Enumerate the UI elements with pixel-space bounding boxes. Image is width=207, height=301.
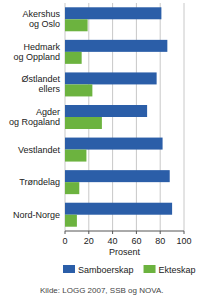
bar [65,117,102,129]
tick-label: 60 [131,236,141,246]
legend-swatch [144,265,156,273]
category-label-line: og Rogaland [9,117,60,127]
source: Kilde: LOGG 2007, SSB og NOVA. [40,286,163,295]
category-label: Trøndelag [19,177,60,187]
tick-label: 40 [108,236,118,246]
bar [65,170,170,182]
tick-label: 100 [176,236,191,246]
bar [65,150,86,162]
tick-label: 0 [62,236,67,246]
bar [65,84,92,96]
category-label-line: og Oppland [13,52,60,62]
category-label: Østlandetellers [21,74,60,94]
category-label-line: Trøndelag [19,177,60,187]
category-label: Agderog Rogaland [9,107,60,127]
category-label: Vestlandet [18,145,61,155]
tick-label: 20 [84,236,94,246]
category-label: Nord-Norge [13,210,60,220]
grid-line [160,3,161,231]
legend-label: Ekteskap [159,265,196,275]
legend-label: Samboerskap [78,265,134,275]
chart: 0 20 40 60 80 100 Akershusog Oslo Hedmarkog Opp… [0,0,207,301]
grid-line [184,3,185,231]
category-label-line: Østlandet [21,74,60,84]
category-label-line: ellers [38,84,60,94]
category-label: Akershusog Oslo [22,9,60,29]
category-label: Hedmarkog Oppland [13,42,60,62]
category-label-line: og Oslo [29,19,60,29]
legend-swatch [63,265,75,273]
bar [65,72,157,84]
category-label-line: Hedmark [23,42,60,52]
category-label-line: Akershus [22,9,60,19]
bars [65,7,172,226]
bar [65,19,88,31]
bar [65,138,163,150]
tick-label: 80 [155,236,165,246]
x-axis-label: Prosent [109,247,141,257]
bar [65,203,172,215]
bar [65,105,147,117]
category-label-line: Agder [36,107,60,117]
x-axis [65,231,184,232]
category-label-line: Vestlandet [18,145,61,155]
bar [65,7,161,19]
category-label-line: Nord-Norge [13,210,60,220]
bar [65,215,77,227]
bar [65,182,79,194]
bar [65,40,167,52]
bar [65,52,82,64]
